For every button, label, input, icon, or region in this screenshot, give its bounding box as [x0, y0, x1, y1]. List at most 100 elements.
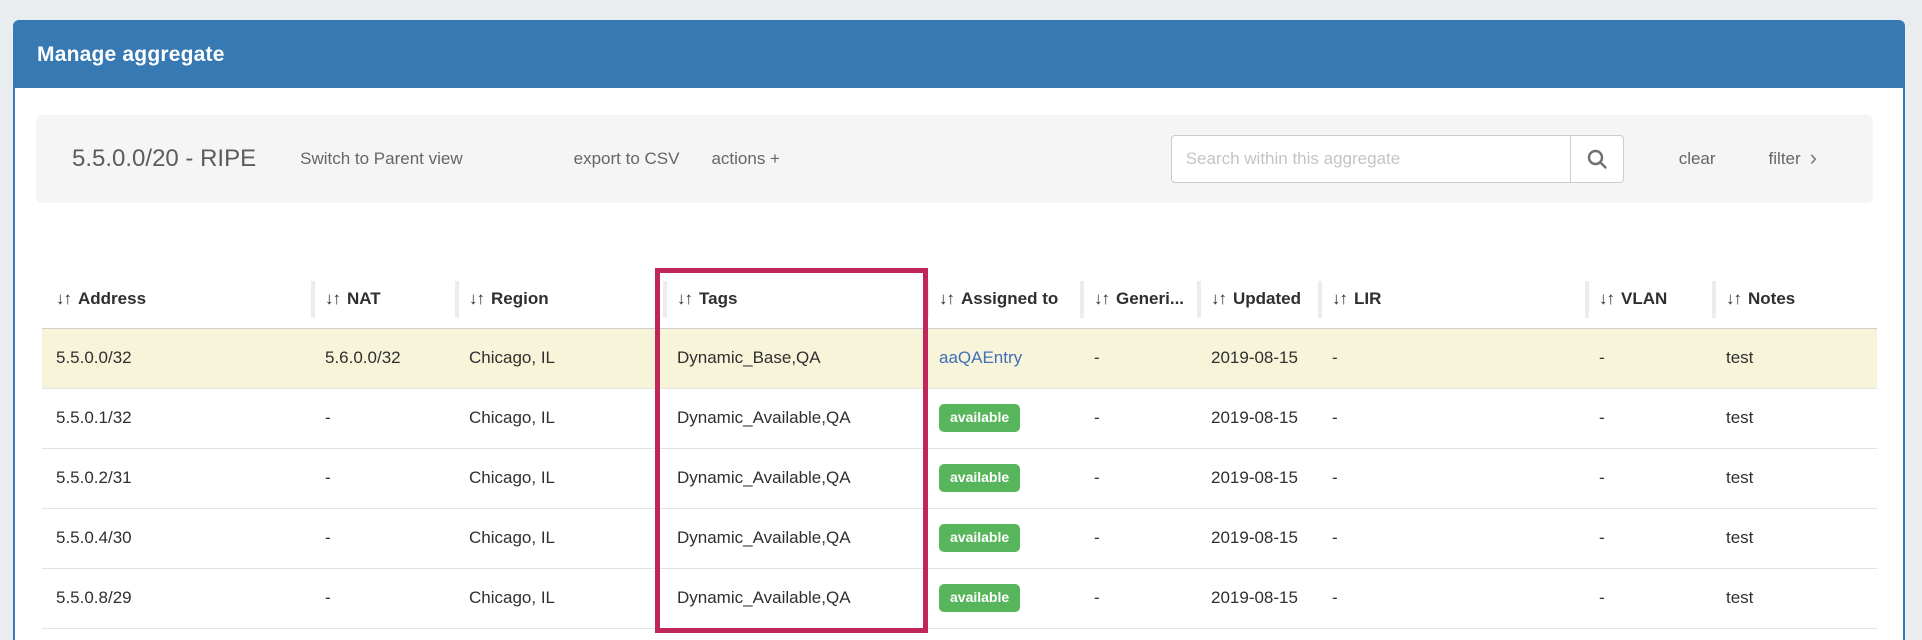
aggregate-title: 5.5.0.0/20 - RIPE: [72, 145, 257, 172]
cell-notes: test: [1712, 508, 1877, 569]
cell-updated: 2019-08-15: [1197, 568, 1318, 629]
available-status-badge: available: [939, 464, 1021, 492]
sort-icon: ↓↑: [939, 288, 955, 308]
assigned-entry-link[interactable]: aaQAEntry: [939, 348, 1023, 367]
column-header-nat[interactable]: ↓↑ NAT: [311, 270, 455, 329]
cell-tags: Dynamic_Available,QA: [663, 568, 925, 629]
cell-lir: -: [1318, 448, 1585, 509]
column-header-tags[interactable]: ↓↑ Tags: [663, 270, 925, 329]
actions-menu-link[interactable]: actions +: [711, 149, 780, 168]
column-header-label: Updated: [1233, 288, 1301, 308]
sort-icon: ↓↑: [1094, 288, 1110, 308]
table-row[interactable]: 5.5.0.0/32 5.6.0.0/32 Chicago, IL Dynamic_B…: [42, 328, 1877, 389]
sort-icon: ↓↑: [1332, 288, 1348, 308]
cell-address: 5.5.0.8/29: [42, 568, 311, 629]
cell-region: Chicago, IL: [455, 328, 663, 389]
cell-assigned: available: [925, 388, 1080, 449]
table-row[interactable]: 5.5.0.1/32- Chicago, IL Dynamic_Available,…: [42, 388, 1877, 449]
cell-tags: Dynamic_Available,QA: [663, 448, 925, 509]
cell-notes: test: [1712, 328, 1877, 389]
cell-updated: 2019-08-15: [1197, 328, 1318, 389]
column-header-label: Tags: [699, 288, 738, 308]
export-to-csv-link[interactable]: export to CSV: [573, 149, 680, 168]
cell-nat: -: [311, 568, 455, 629]
cell-generic: -: [1080, 568, 1197, 629]
cell-notes: test: [1712, 388, 1877, 449]
column-header-label: LIR: [1354, 288, 1382, 308]
cell-address: 5.5.0.4/30: [42, 508, 311, 569]
search-input[interactable]: [1170, 135, 1571, 183]
aggregate-table: ↓↑ Address ↓↑ NAT ↓↑ Region ↓↑ Tags ↓↑ Assigned t…: [42, 270, 1877, 629]
column-header-generic[interactable]: ↓↑ Generi...: [1080, 270, 1197, 329]
column-header-address[interactable]: ↓↑ Address: [42, 270, 311, 329]
cell-generic: -: [1080, 508, 1197, 569]
cell-address: 5.5.0.2/31: [42, 448, 311, 509]
column-header-region[interactable]: ↓↑ Region: [455, 270, 663, 329]
cell-nat: 5.6.0.0/32: [311, 328, 455, 389]
manage-aggregate-panel: Manage aggregate 5.5.0.0/20 - RIPE Switc…: [13, 20, 1905, 640]
table-header-row: ↓↑ Address ↓↑ NAT ↓↑ Region ↓↑ Tags ↓↑ Assigned t…: [42, 270, 1877, 329]
column-header-lir[interactable]: ↓↑ LIR: [1318, 270, 1585, 329]
cell-region: Chicago, IL: [455, 388, 663, 449]
available-status-badge: available: [939, 584, 1021, 612]
cell-region: Chicago, IL: [455, 448, 663, 509]
table-row[interactable]: 5.5.0.8/29- Chicago, IL Dynamic_Available,…: [42, 568, 1877, 629]
clear-link[interactable]: clear: [1678, 149, 1716, 168]
available-status-badge: available: [939, 524, 1021, 552]
column-header-label: Notes: [1748, 288, 1796, 308]
column-header-updated[interactable]: ↓↑ Updated: [1197, 270, 1318, 329]
cell-generic: -: [1080, 388, 1197, 449]
cell-region: Chicago, IL: [455, 508, 663, 569]
cell-assigned: aaQAEntry: [925, 328, 1080, 389]
cell-generic: -: [1080, 328, 1197, 389]
page-title: Manage aggregate: [37, 43, 225, 66]
cell-vlan: -: [1585, 568, 1712, 629]
available-status-badge: available: [939, 404, 1021, 432]
cell-vlan: -: [1585, 388, 1712, 449]
column-header-label: Generi...: [1116, 288, 1185, 308]
cell-lir: -: [1318, 388, 1585, 449]
cell-generic: -: [1080, 448, 1197, 509]
cell-notes: test: [1712, 568, 1877, 629]
column-header-label: NAT: [347, 288, 381, 308]
cell-assigned: available: [925, 508, 1080, 569]
cell-vlan: -: [1585, 508, 1712, 569]
cell-nat: -: [311, 388, 455, 449]
sort-icon: ↓↑: [1211, 288, 1227, 308]
sort-icon: ↓↑: [1599, 288, 1615, 308]
cell-tags: Dynamic_Available,QA: [663, 508, 925, 569]
cell-tags: Dynamic_Base,QA: [663, 328, 925, 389]
cell-vlan: -: [1585, 328, 1712, 389]
cell-lir: -: [1318, 568, 1585, 629]
column-header-label: Assigned to: [961, 288, 1059, 308]
cell-lir: -: [1318, 328, 1585, 389]
switch-to-parent-view-link[interactable]: Switch to Parent view: [300, 149, 463, 168]
filter-label: filter: [1768, 149, 1801, 168]
cell-updated: 2019-08-15: [1197, 448, 1318, 509]
column-header-label: Region: [491, 288, 549, 308]
sort-icon: ↓↑: [325, 288, 341, 308]
cell-tags: Dynamic_Available,QA: [663, 388, 925, 449]
column-header-vlan[interactable]: ↓↑ VLAN: [1585, 270, 1712, 329]
cell-assigned: available: [925, 448, 1080, 509]
cell-notes: test: [1712, 448, 1877, 509]
toolbar: 5.5.0.0/20 - RIPE Switch to Parent view …: [36, 115, 1873, 203]
cell-nat: -: [311, 448, 455, 509]
sort-icon: ↓↑: [469, 288, 485, 308]
column-header-label: VLAN: [1621, 288, 1668, 308]
table-row[interactable]: 5.5.0.2/31- Chicago, IL Dynamic_Available,…: [42, 448, 1877, 509]
search-button[interactable]: [1570, 135, 1624, 183]
cell-nat: -: [311, 508, 455, 569]
column-header-notes[interactable]: ↓↑ Notes: [1712, 270, 1877, 329]
search-icon: [1587, 149, 1607, 169]
column-header-assigned[interactable]: ↓↑ Assigned to: [925, 270, 1080, 329]
filter-link[interactable]: filter ›: [1768, 147, 1817, 169]
cell-vlan: -: [1585, 448, 1712, 509]
table-row[interactable]: 5.5.0.4/30- Chicago, IL Dynamic_Available,…: [42, 508, 1877, 569]
sort-icon: ↓↑: [677, 288, 693, 308]
sort-icon: ↓↑: [1726, 288, 1742, 308]
sort-icon: ↓↑: [56, 288, 72, 308]
cell-updated: 2019-08-15: [1197, 508, 1318, 569]
cell-region: Chicago, IL: [455, 568, 663, 629]
panel-header: Manage aggregate: [15, 22, 1903, 88]
